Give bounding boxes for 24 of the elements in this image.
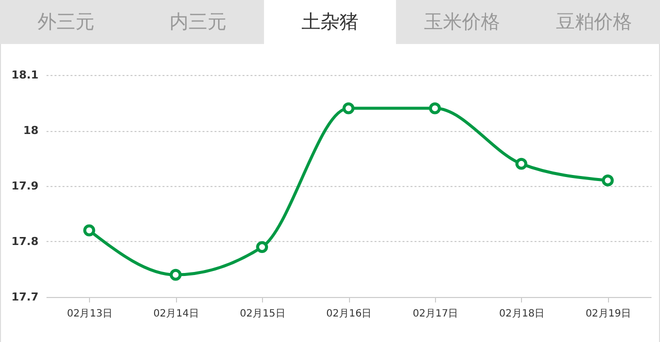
y-tick-label: 17.7 bbox=[11, 290, 38, 304]
x-tick-label: 02月15日 bbox=[240, 308, 286, 320]
text: 玉米价格 bbox=[423, 10, 501, 35]
y-tick-label: 17.9 bbox=[11, 180, 38, 192]
x-tick-label: 02月17日 bbox=[412, 308, 458, 320]
x-tick-label: 02月16日 bbox=[326, 308, 372, 320]
point bbox=[515, 158, 528, 170]
x-tick-label: 02月13日 bbox=[66, 308, 112, 320]
x-tick-label: 02月18日 bbox=[499, 308, 545, 320]
point bbox=[602, 174, 614, 186]
point bbox=[256, 241, 268, 254]
text: 豆粕价格 bbox=[555, 10, 633, 35]
point bbox=[342, 102, 354, 114]
y-tick-label: 18 bbox=[23, 124, 38, 137]
text: 外三元 bbox=[36, 10, 96, 35]
point bbox=[83, 224, 96, 236]
chart-title: 土杂猪 bbox=[264, 0, 396, 44]
x-tick-label: 02月14日 bbox=[153, 308, 199, 320]
text: 内三元 bbox=[168, 10, 228, 35]
y-tick-label: 17.8 bbox=[11, 235, 38, 248]
y-tick-label: 18.1 bbox=[11, 68, 38, 82]
x-tick-label: 02月19日 bbox=[586, 308, 632, 320]
point bbox=[428, 102, 441, 114]
point bbox=[170, 268, 182, 281]
